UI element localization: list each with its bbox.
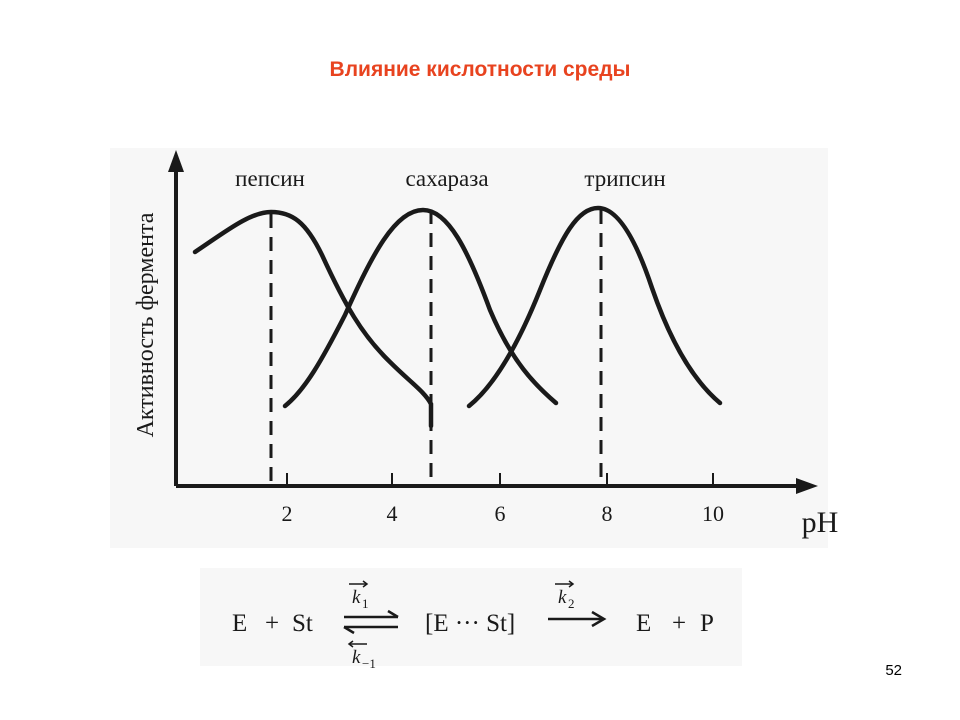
k1-vector-head <box>362 580 369 588</box>
axes <box>174 160 806 488</box>
product-arrow-head <box>591 610 607 628</box>
curve-pepsin <box>192 209 434 429</box>
k-minus1-subscript: −1 <box>362 656 376 671</box>
curve-label-trypsin: трипсин <box>584 166 665 191</box>
equation-product: P <box>700 610 714 637</box>
equation-plus: + <box>672 610 686 637</box>
equation-complex: [E ··· St] <box>425 610 515 637</box>
k-minus1-vector-head <box>347 640 354 648</box>
reverse-arrow-head <box>343 625 355 635</box>
x-tick-label: 8 <box>602 501 613 526</box>
x-tick-label: 10 <box>702 501 724 526</box>
k2-vector-head <box>568 580 575 588</box>
equation-enzyme: E <box>232 610 247 637</box>
slide-title: Влияние кислотности среды <box>329 58 631 81</box>
activity-curves <box>192 205 723 429</box>
x-tick-label: 2 <box>282 501 293 526</box>
k1-symbol: k <box>352 587 361 608</box>
curve-trypsin <box>466 205 723 409</box>
y-axis-arrow <box>168 150 184 172</box>
equation-substrate: St <box>292 610 313 637</box>
x-axis-label: pH <box>802 506 839 539</box>
rate-constants: k 1 k −1 k 2 <box>352 587 575 671</box>
x-tick-labels: 2 4 6 8 10 <box>282 501 725 526</box>
curve-labels: пепсин сахараза трипсин <box>235 166 665 191</box>
k-minus1-symbol: k <box>352 647 361 668</box>
k2-symbol: k <box>558 587 567 608</box>
x-tick-label: 6 <box>495 501 506 526</box>
page-number: 52 <box>885 662 902 679</box>
k2-subscript: 2 <box>568 596 575 611</box>
reaction-equation: E + St [E ··· St] E + P <box>232 610 714 637</box>
curve-label-sucrase: сахараза <box>405 166 488 191</box>
equation-product-enzyme: E <box>636 610 651 637</box>
equation-plus: + <box>265 610 279 637</box>
x-axis-arrow <box>796 478 818 494</box>
graph-background <box>110 148 828 548</box>
curve-label-pepsin: пепсин <box>235 166 305 191</box>
k-vector-marks <box>347 580 575 648</box>
optimum-lines <box>269 210 603 486</box>
curve-sucrase <box>282 207 559 409</box>
x-tick-label: 4 <box>387 501 398 526</box>
x-tick-marks <box>286 473 714 486</box>
k1-subscript: 1 <box>362 596 369 611</box>
reaction-arrows <box>343 609 607 635</box>
y-axis-label: Активность фермента <box>133 212 159 437</box>
equation-background <box>200 568 742 666</box>
forward-arrow-head <box>387 609 399 619</box>
